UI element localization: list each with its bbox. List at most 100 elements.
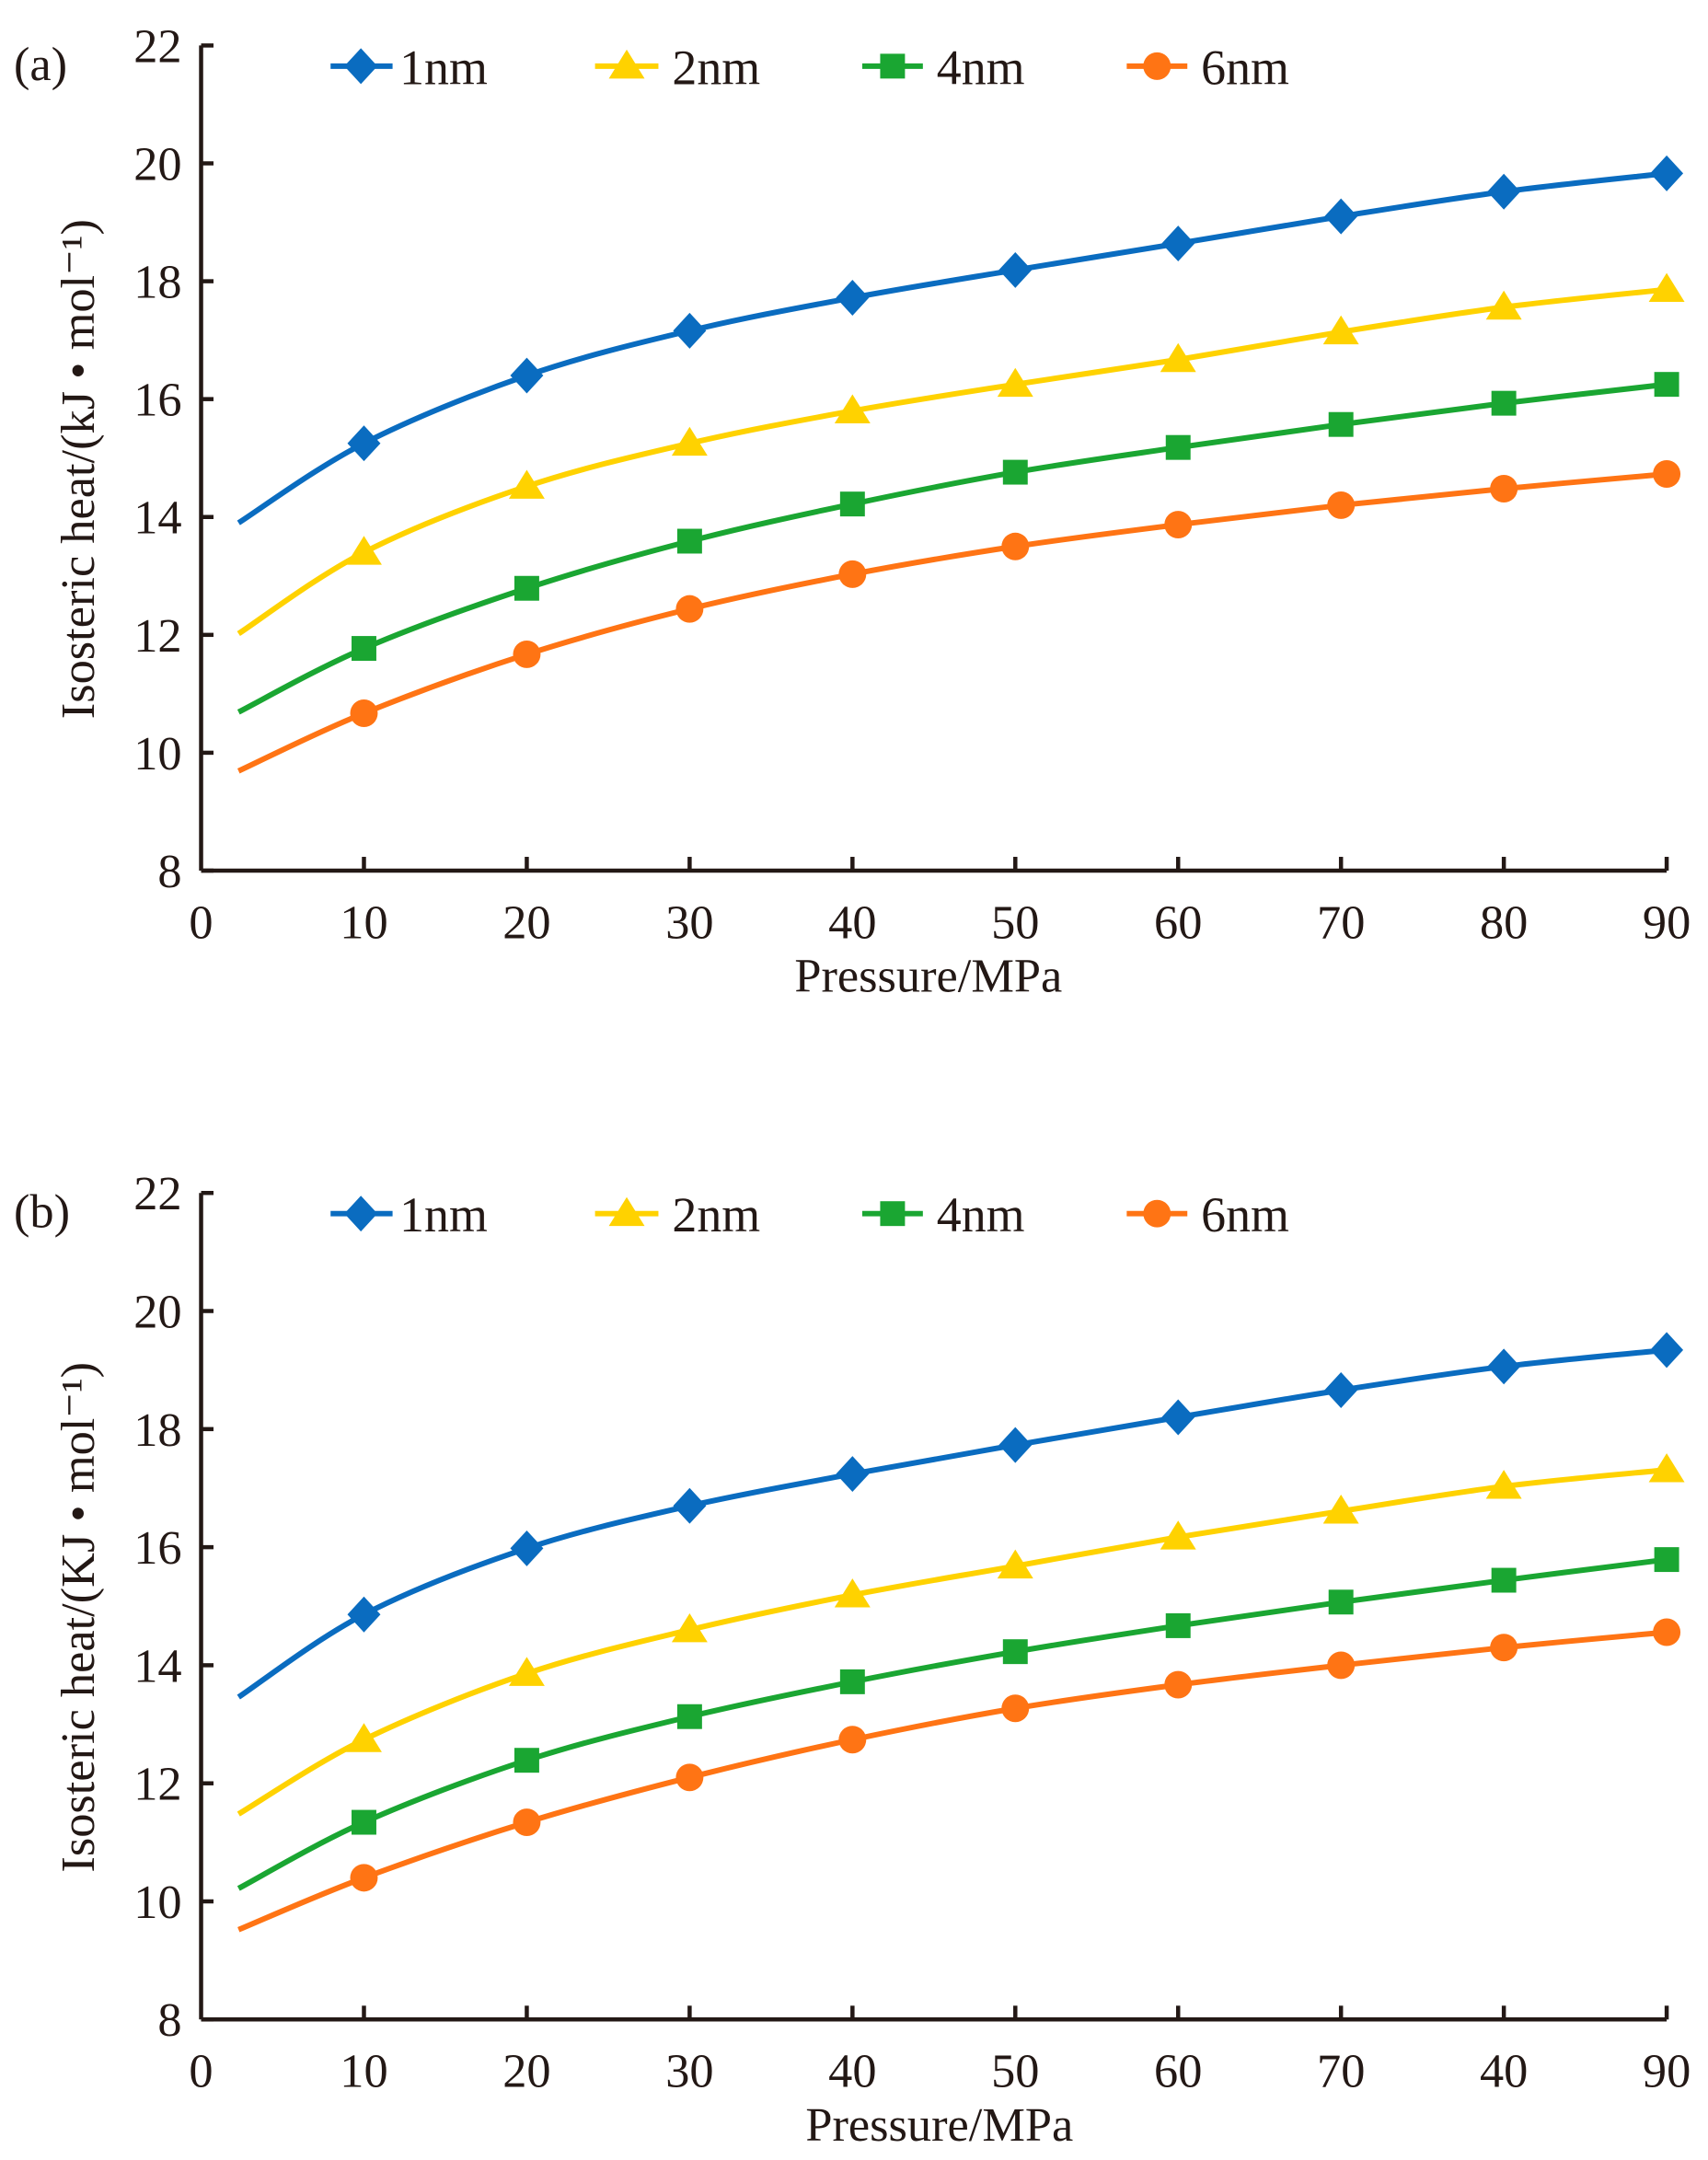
data-point — [676, 528, 702, 554]
y-tick-label: 16 — [133, 374, 181, 427]
series-line — [237, 1467, 1668, 1817]
data-point — [673, 1487, 707, 1524]
data-point — [508, 469, 545, 499]
data-point — [1165, 434, 1191, 460]
x-tick-label: 0 — [189, 2045, 213, 2098]
y-tick-label: 16 — [133, 1521, 181, 1575]
data-point — [508, 1657, 545, 1686]
data-point — [1328, 1589, 1354, 1615]
data-point — [352, 1809, 376, 1835]
data-point — [352, 636, 376, 662]
data-point — [1001, 1694, 1030, 1723]
data-point — [673, 312, 707, 349]
series-line — [237, 1629, 1668, 1933]
chart-panel-b: 8 10 12 14 16 18 20 22 0 10 20 30 40 50 60 70 40 90 Pressu… — [14, 1167, 1691, 2152]
data-point — [1491, 390, 1517, 416]
y-tick-label: 10 — [133, 727, 181, 780]
data-point — [1324, 1372, 1358, 1408]
x-tick-label: 70 — [1317, 895, 1365, 949]
data-point — [838, 560, 867, 588]
panel-label: (b) — [14, 1185, 70, 1239]
x-tick-label: 30 — [665, 895, 713, 949]
data-point — [1485, 1470, 1522, 1499]
data-point — [1001, 532, 1030, 560]
series-line — [237, 381, 1668, 715]
x-tick-label: 40 — [828, 2045, 876, 2098]
legend-item-2nm: 2nm — [594, 40, 760, 95]
legend-diamond-marker-icon — [344, 48, 378, 85]
y-tick-label: 18 — [133, 256, 181, 309]
x-tick-label: 50 — [991, 895, 1039, 949]
data-point — [1650, 155, 1684, 191]
y-tick-label: 20 — [133, 137, 181, 191]
x-tick-label: 70 — [1317, 2045, 1365, 2098]
series-line — [237, 286, 1668, 637]
x-tick-label: 20 — [502, 2045, 550, 2098]
data-point — [998, 251, 1033, 288]
x-axis-label: Pressure/MPa — [794, 950, 1062, 1003]
legend-square-marker-icon — [880, 1201, 906, 1227]
data-point — [1485, 290, 1522, 320]
series-2nm — [237, 272, 1685, 637]
x-tick-label: 30 — [665, 2045, 713, 2098]
data-point — [838, 1726, 867, 1754]
legend-item-6nm: 6nm — [1126, 1187, 1289, 1242]
data-point — [1648, 1453, 1685, 1483]
data-point — [1650, 1332, 1684, 1369]
legend-triangle-marker-icon — [608, 49, 645, 79]
data-point — [1165, 1612, 1191, 1638]
data-point — [1490, 475, 1518, 502]
x-tick-label: 10 — [340, 895, 387, 949]
data-point — [675, 1763, 704, 1792]
y-tick-label: 14 — [133, 491, 181, 545]
y-axis-label: Isosteric heat/(KJ • mol⁻¹) — [52, 1362, 105, 1873]
data-point — [1653, 1618, 1681, 1646]
data-point — [998, 1427, 1033, 1463]
data-point — [836, 280, 870, 316]
series-6nm — [237, 460, 1681, 774]
legend-circle-marker-icon — [1143, 52, 1171, 80]
y-tick-label: 20 — [133, 1285, 181, 1338]
data-point — [1654, 372, 1679, 398]
data-point — [1322, 315, 1359, 345]
data-point — [834, 394, 871, 423]
data-point — [1324, 198, 1358, 235]
x-tick-label: 90 — [1643, 895, 1691, 949]
data-point — [346, 1723, 382, 1752]
y-tick-label: 12 — [133, 609, 181, 663]
y-tick-label: 8 — [157, 1993, 181, 2047]
data-point — [1327, 491, 1356, 519]
data-point — [346, 536, 382, 565]
data-point — [513, 640, 541, 668]
data-point — [839, 1669, 865, 1694]
x-tick-label: 40 — [1480, 2045, 1528, 2098]
legend-item-1nm: 1nm — [330, 40, 488, 95]
legend-label: 2nm — [672, 40, 760, 95]
data-point — [836, 1456, 870, 1493]
legend-square-marker-icon — [880, 53, 906, 79]
series-line — [237, 471, 1668, 774]
data-point — [676, 1704, 702, 1729]
y-tick-label: 14 — [133, 1639, 181, 1692]
data-point — [1648, 272, 1685, 303]
chart-panel-a: 8 10 12 14 16 18 20 22 0 10 20 30 40 50 60 70 80 90 Pressu… — [14, 19, 1691, 1002]
legend-label: 6nm — [1201, 1187, 1289, 1242]
data-point — [997, 1549, 1033, 1579]
legend-label: 1nm — [399, 40, 488, 95]
x-axis-label: Pressure/MPa — [805, 2098, 1073, 2152]
y-tick-label: 18 — [133, 1403, 181, 1457]
x-tick-label: 60 — [1154, 2045, 1202, 2098]
legend-item-4nm: 4nm — [861, 40, 1025, 95]
y-tick-label: 10 — [133, 1876, 181, 1929]
series-6nm — [237, 1618, 1681, 1933]
legend-label: 4nm — [937, 1187, 1025, 1242]
legend-label: 6nm — [1201, 40, 1289, 95]
legend-circle-marker-icon — [1143, 1199, 1171, 1228]
series-line — [237, 1556, 1668, 1891]
data-point — [1161, 1399, 1195, 1436]
x-tick-label: 40 — [828, 895, 876, 949]
data-point — [347, 1596, 381, 1633]
data-point — [1328, 411, 1354, 437]
legend-label: 4nm — [937, 40, 1025, 95]
